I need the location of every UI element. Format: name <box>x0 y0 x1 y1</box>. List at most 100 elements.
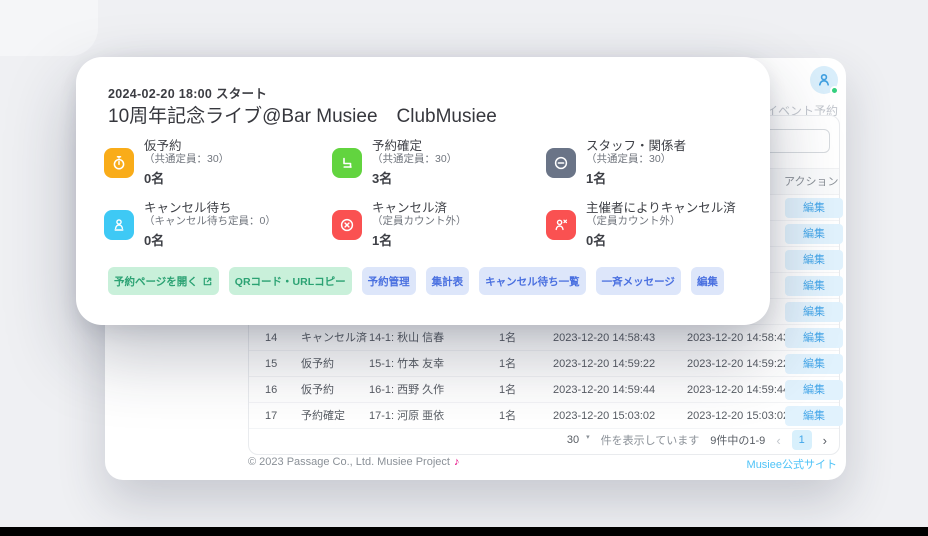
stat-count: 3名 <box>372 171 393 187</box>
cell-count: 1名 <box>499 332 517 344</box>
copyright-label: © 2023 Passage Co., Ltd. Musiee Project <box>248 456 450 468</box>
stat-count: 1名 <box>372 233 393 249</box>
stat-label: 予約確定 <box>372 138 423 153</box>
event-start-datetime: 2024-02-20 18:00 スタート <box>108 87 268 101</box>
cell-created-at: 2023-12-20 15:03:02 <box>553 410 656 422</box>
stat-count: 1名 <box>586 171 607 187</box>
pagination-page-1[interactable]: 1 <box>791 430 812 450</box>
table-row: 16 仮予約 16-1: 西野 久作 1名 2023-12-20 14:59:4… <box>249 377 843 403</box>
cell-updated-at: 2023-12-20 14:59:22 <box>687 358 790 370</box>
seat-icon <box>332 148 362 178</box>
edit-button[interactable]: 編集 <box>785 406 843 426</box>
person-icon <box>104 210 134 240</box>
table-body: 編集 編集 編集 編集 編集 14 キャンセル済 14-1: <box>249 195 843 429</box>
stat-tile-cancelled-by-organizer: 主催者によりキャンセル済 （定員カウント外） 0名 <box>546 199 736 251</box>
stat-label: キャンセル済 <box>372 200 448 215</box>
breadcrumb-item-event-reservation[interactable]: イベント予約 <box>765 104 838 118</box>
action-column-header: アクション <box>784 176 839 188</box>
edit-button[interactable]: 編集 <box>785 224 843 244</box>
stat-tile-confirmed: 予約確定 （共通定員：30） 3名 <box>332 137 457 189</box>
cell-status: キャンセル済 <box>301 332 367 344</box>
person-icon <box>819 73 829 86</box>
external-link-icon <box>203 277 212 285</box>
edit-button[interactable]: 編集 <box>785 198 843 218</box>
edit-button[interactable]: 編集 <box>785 354 843 374</box>
cell-updated-at: 2023-12-20 14:58:43 <box>687 332 790 344</box>
bottom-black-bar <box>0 527 928 536</box>
qr-url-copy-button[interactable]: QRコード・URLコピー <box>228 267 352 295</box>
table-row: 15 仮予約 15-1: 竹本 友幸 1名 2023-12-20 14:59:2… <box>249 351 843 377</box>
edit-button[interactable]: 編集 <box>785 276 843 296</box>
cell-no: 15 <box>265 358 278 370</box>
pagination: 30 ▾ 件を表示しています 9件中の1-9 ‹ 1 › <box>249 426 839 454</box>
pagination-range: 9件中の1-9 <box>710 435 766 447</box>
stat-capacity: （共通定員：30） <box>586 153 672 166</box>
event-title: 10周年記念ライブ@Bar Musiee ClubMusiee <box>108 106 497 127</box>
event-detail-card: 2024-02-20 18:00 スタート 10周年記念ライブ@Bar Musi… <box>76 57 770 325</box>
cell-created-at: 2023-12-20 14:58:43 <box>553 332 656 344</box>
page-footer: © 2023 Passage Co., Ltd. Musiee Project ♪… <box>248 456 837 472</box>
cell-status: 仮予約 <box>301 384 334 396</box>
stat-label: 主催者によりキャンセル済 <box>586 200 736 215</box>
stat-capacity: （キャンセル待ち定員：0） <box>144 215 276 228</box>
page-size-value: 30 <box>566 434 580 446</box>
cell-name: 14-1: 秋山 信春 <box>369 332 445 344</box>
modal-action-buttons: 予約ページを開く QRコード・URLコピー 予約管理 集計表 キャンセル待ち一覧… <box>108 267 724 295</box>
background-card-corner <box>0 0 98 56</box>
cell-created-at: 2023-12-20 14:59:22 <box>553 358 656 370</box>
stat-capacity: （共通定員：30） <box>372 153 458 166</box>
music-note-icon: ♪ <box>453 456 460 468</box>
edit-button[interactable]: 編集 <box>785 328 843 348</box>
stat-capacity: （定員カウント外） <box>586 215 681 228</box>
stopwatch-icon <box>104 148 134 178</box>
stat-tile-cancelled: キャンセル済 （定員カウント外） 1名 <box>332 199 467 251</box>
x-circle-icon <box>332 210 362 240</box>
cell-no: 17 <box>265 410 278 422</box>
button-label: 予約ページを開く <box>114 275 198 288</box>
stat-capacity: （定員カウント外） <box>372 215 467 228</box>
waitlist-button[interactable]: キャンセル待ち一覧 <box>479 267 586 295</box>
stat-label: 仮予約 <box>144 138 182 153</box>
caret-down-icon: ▾ <box>586 434 590 441</box>
stat-capacity: （共通定員：30） <box>144 153 230 166</box>
cell-name: 15-1: 竹本 友幸 <box>369 358 445 370</box>
online-status-dot <box>830 86 839 95</box>
stat-tile-tentative: 仮予約 （共通定員：30） 0名 <box>104 137 229 189</box>
user-avatar[interactable] <box>810 66 839 95</box>
edit-button[interactable]: 編集 <box>785 380 843 400</box>
cell-created-at: 2023-12-20 14:59:44 <box>553 384 656 396</box>
edit-button[interactable]: 編集 <box>785 302 843 322</box>
cell-updated-at: 2023-12-20 14:59:44 <box>687 384 790 396</box>
cell-count: 1名 <box>499 384 517 396</box>
open-reservation-page-button[interactable]: 予約ページを開く <box>108 267 219 295</box>
cell-count: 1名 <box>499 358 517 370</box>
official-site-link[interactable]: Musiee公式サイト <box>746 459 837 471</box>
cell-name: 17-1: 河原 亜依 <box>369 410 445 422</box>
summary-table-button[interactable]: 集計表 <box>425 267 470 295</box>
edit-event-button[interactable]: 編集 <box>690 267 724 295</box>
stat-count: 0名 <box>144 171 165 187</box>
copyright-text: © 2023 Passage Co., Ltd. Musiee Project ♪ <box>248 456 459 472</box>
cell-updated-at: 2023-12-20 15:03:02 <box>687 410 790 422</box>
cell-count: 1名 <box>499 410 517 422</box>
cell-status: 仮予約 <box>301 358 334 370</box>
stat-label: キャンセル待ち <box>144 200 232 215</box>
pagination-prev-icon[interactable]: ‹ <box>776 432 781 448</box>
cell-no: 16 <box>265 384 278 396</box>
table-row: 14 キャンセル済 14-1: 秋山 信春 1名 2023-12-20 14:5… <box>249 325 843 351</box>
stat-tile-waitlist: キャンセル待ち （キャンセル待ち定員：0） 0名 <box>104 199 276 251</box>
cell-name: 16-1: 西野 久作 <box>369 384 445 396</box>
pagination-next-icon[interactable]: › <box>822 432 827 448</box>
stat-tile-staff: スタッフ・関係者 （共通定員：30） 1名 <box>546 137 686 189</box>
page-size-select[interactable]: 30 ▾ <box>567 434 590 446</box>
cell-no: 14 <box>265 332 278 344</box>
stat-count: 0名 <box>144 233 165 249</box>
broadcast-message-button[interactable]: 一斉メッセージ <box>595 267 681 295</box>
person-x-icon <box>546 210 576 240</box>
minus-circle-icon <box>546 148 576 178</box>
table-row: 17 予約確定 17-1: 河原 亜依 1名 2023-12-20 15:03:… <box>249 403 843 429</box>
cell-status: 予約確定 <box>301 410 345 422</box>
edit-button[interactable]: 編集 <box>785 250 843 270</box>
reservation-manage-button[interactable]: 予約管理 <box>361 267 416 295</box>
